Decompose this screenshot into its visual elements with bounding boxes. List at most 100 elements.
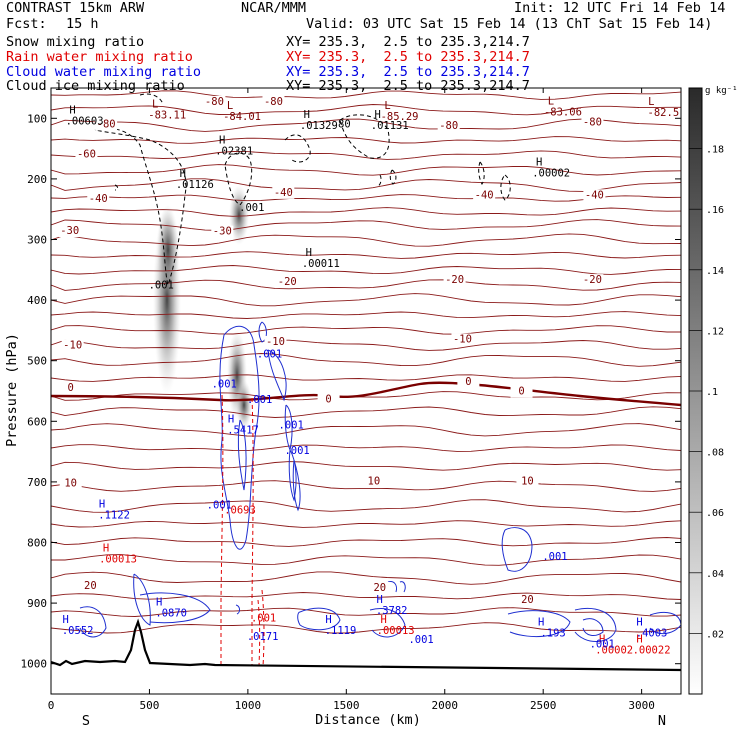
high-value: .0870 <box>155 607 187 619</box>
isotherm-line <box>51 311 681 319</box>
isotherm-line <box>51 391 681 401</box>
colorbar-tick-label: .14 <box>706 266 724 277</box>
isotherm-line <box>51 499 681 513</box>
contour-label: .001 <box>408 634 433 646</box>
contour-label: .001 <box>239 202 264 214</box>
colorbar-tick-label: .02 <box>706 629 724 640</box>
cloud-water-contours <box>79 321 681 642</box>
isotherm-line <box>51 592 681 600</box>
high-marker: H <box>538 616 544 628</box>
contour-label: .001 <box>207 500 232 512</box>
high-marker: H <box>228 413 234 425</box>
field-xy-snow: XY= 235.3, 2.5 to 235.3,214.7 <box>286 34 530 50</box>
isotherm-label: -10 <box>63 340 82 352</box>
low-value: -83.06 <box>544 106 582 118</box>
isotherm-line <box>51 520 681 528</box>
high-value: .00022 <box>633 644 671 656</box>
isotherm-label: -80 <box>97 118 116 130</box>
high-value: .01329 <box>300 120 338 132</box>
high-value: .1122 <box>98 509 130 521</box>
valid-time: Valid: 03 UTC Sat 15 Feb 14 (13 ChT Sat … <box>306 16 713 32</box>
isotherm-label: 20 <box>373 582 386 594</box>
low-marker: L <box>548 95 554 107</box>
forecast-label: Fcst: <box>6 16 47 32</box>
terrain-line <box>51 618 681 672</box>
isotherm-line <box>51 178 681 192</box>
high-value: .00013 <box>377 625 415 637</box>
isotherm-label-bg <box>581 116 604 129</box>
isotherm-label-bg <box>75 148 98 161</box>
isotherm-label: -80 <box>583 117 602 129</box>
isotherm-label: -10 <box>453 334 472 346</box>
isotherm-label-bg <box>272 186 295 199</box>
isotherm-label: -40 <box>585 189 604 201</box>
isotherm-label: 0 <box>465 376 471 388</box>
isotherm-label-bg <box>264 335 287 348</box>
forecast-hour: 15 h <box>66 16 99 32</box>
center-label: NCAR/MMM <box>241 0 307 16</box>
north-label: N <box>658 713 666 729</box>
high-value: .1119 <box>325 625 357 637</box>
high-marker: H <box>156 596 162 608</box>
isotherm-label-bg <box>87 192 110 205</box>
isotherm-label: 20 <box>521 594 534 606</box>
isotherm-line <box>51 80 681 87</box>
x-tick-label: 500 <box>140 699 160 712</box>
south-label: S <box>82 713 90 729</box>
high-marker: H <box>636 633 642 645</box>
isotherm-line <box>51 444 681 452</box>
y-tick-label: 800 <box>27 537 47 550</box>
isotherm-label-bg <box>61 339 84 352</box>
y-tick-label: 900 <box>27 597 47 610</box>
high-marker: H <box>180 168 186 180</box>
isotherm-label-bg <box>79 580 102 593</box>
isotherm-label-bg <box>437 120 460 133</box>
contour-label: .001 <box>542 551 567 563</box>
plot-frame <box>50 87 682 695</box>
low-marker: L <box>152 98 158 110</box>
isotherm-line <box>51 353 681 367</box>
isotherm-label-bg <box>443 274 466 287</box>
isotherm-line <box>51 233 681 247</box>
isotherm-line <box>51 265 681 275</box>
y-tick-label: 300 <box>27 234 47 247</box>
high-value: .193 <box>540 627 565 639</box>
contour-label: .0171 <box>247 631 279 643</box>
x-tick-label: 3000 <box>628 699 655 712</box>
isotherm-label-bg <box>276 275 299 288</box>
temperature-contours <box>51 80 681 634</box>
isotherm-line <box>51 207 681 217</box>
init-time: Init: 12 UTC Fri 14 Feb 14 <box>514 0 726 16</box>
isotherm-line <box>51 251 681 259</box>
rain-contours <box>220 394 265 667</box>
isotherm-label: -30 <box>213 226 232 238</box>
high-value: .00002 <box>595 644 633 656</box>
x-tick-label: 1500 <box>333 699 360 712</box>
isotherm-line <box>51 461 681 471</box>
field-label-cloud-ice: Cloud ice mixing ratio <box>6 78 185 94</box>
isotherm-label: 10 <box>368 475 381 487</box>
high-value: .5417 <box>227 424 259 436</box>
field-label-rain: Rain water mixing ratio <box>6 49 193 65</box>
contour-label: .0693 <box>224 504 256 516</box>
high-value: .00002 <box>532 167 570 179</box>
isotherm-line <box>51 554 681 566</box>
y-axis-label: Pressure (hPa) <box>4 333 20 447</box>
x-axis-label: Distance (km) <box>315 712 421 728</box>
isotherm-label: -40 <box>475 189 494 201</box>
high-marker: H <box>377 594 383 606</box>
high-marker: H <box>103 542 109 554</box>
y-tick-label: 700 <box>27 476 47 489</box>
colorbar-unit: g kg⁻¹ <box>705 86 738 96</box>
y-tick-label: 400 <box>27 294 47 307</box>
y-tick-label: 1000 <box>21 658 48 671</box>
isotherm-label: -20 <box>445 274 464 286</box>
isotherm-line <box>51 406 681 418</box>
isotherm-line <box>51 293 681 307</box>
low-value: -85.29 <box>381 111 419 123</box>
isotherm-label: -10 <box>266 336 285 348</box>
contour-label: .001 <box>590 638 615 650</box>
colorbar-tick-label: .04 <box>706 569 724 580</box>
field-label-snow: Snow mixing ratio <box>6 34 145 50</box>
isotherm-line <box>51 219 681 231</box>
